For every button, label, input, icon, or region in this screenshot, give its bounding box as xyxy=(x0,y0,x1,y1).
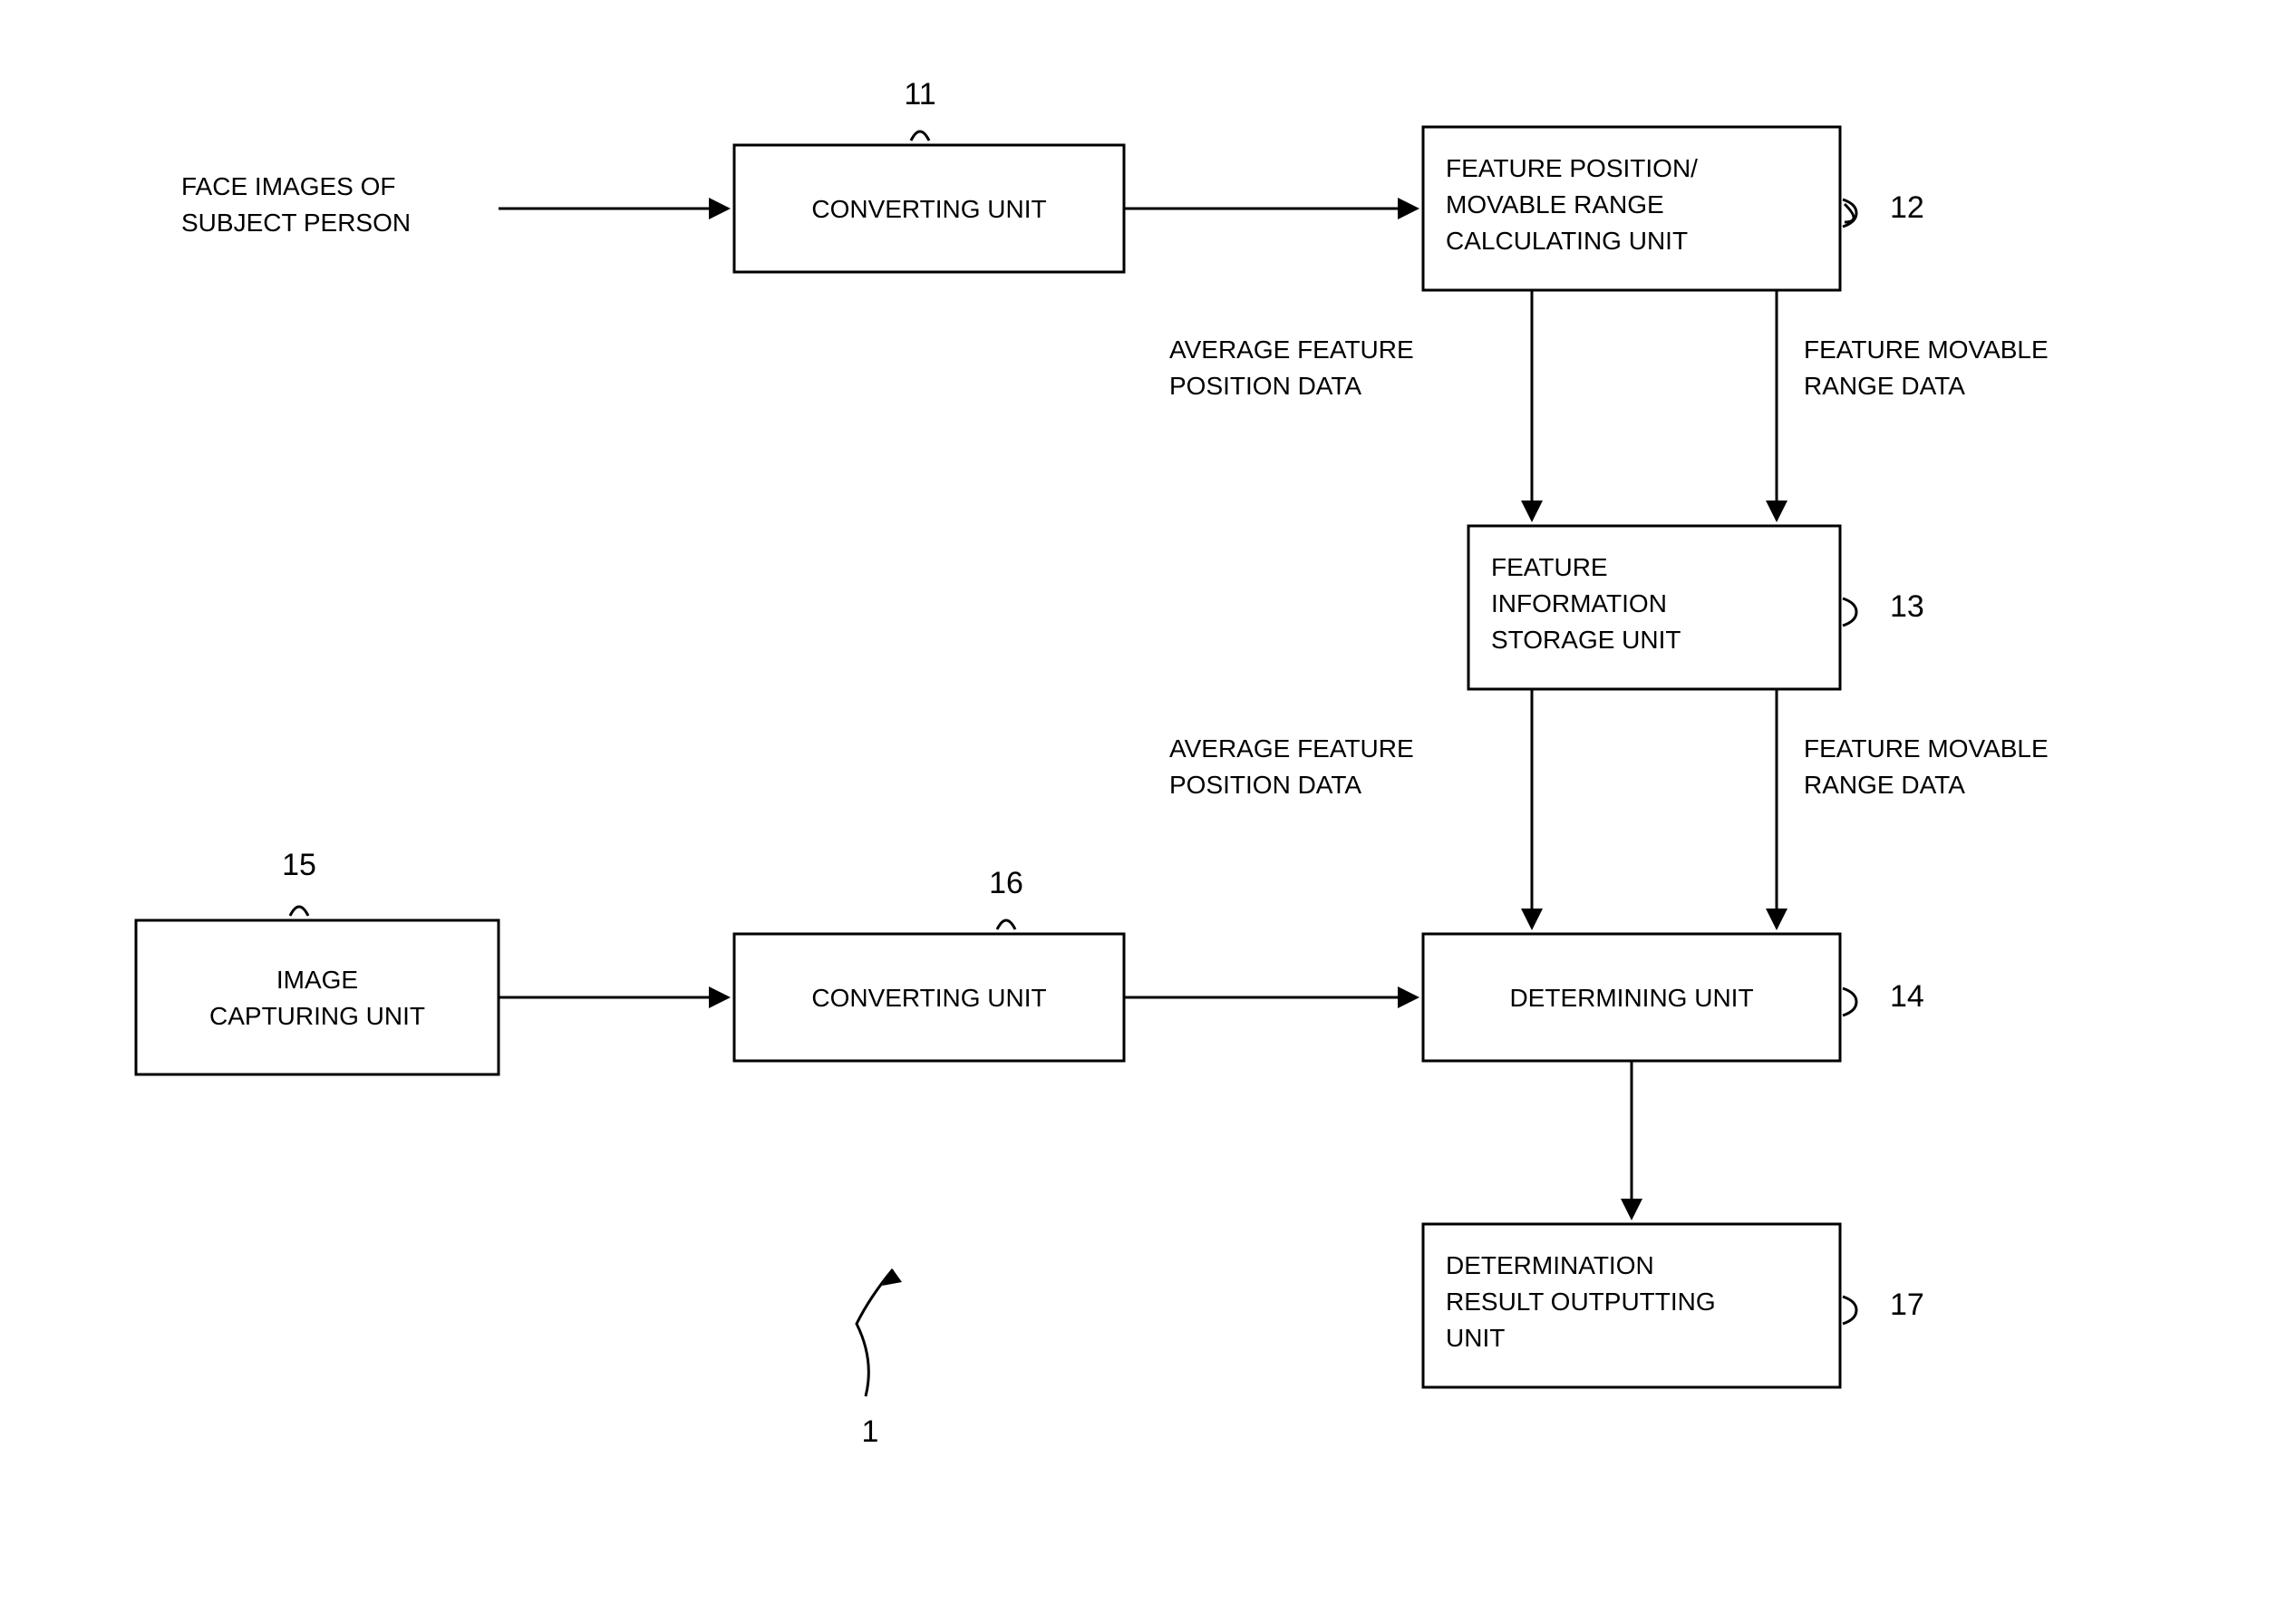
ref-tilde-12 xyxy=(1845,204,1854,222)
ref-17: 17 xyxy=(1890,1288,1924,1322)
node-feature-info-storage-unit: FEATURE INFORMATION STORAGE UNIT xyxy=(1468,526,1840,689)
edge-label-fmr-1a: FEATURE MOVABLE xyxy=(1804,335,2049,364)
edge-label-fmr-2a: FEATURE MOVABLE xyxy=(1804,734,2049,763)
ref-12: 12 xyxy=(1890,190,1924,225)
node-feature-position-calc-unit: FEATURE POSITION/ MOVABLE RANGE CALCULAT… xyxy=(1423,127,1840,290)
ref-13: 13 xyxy=(1890,589,1924,624)
input-label-line2: SUBJECT PERSON xyxy=(181,209,411,237)
edge-label-fmr-2b: RANGE DATA xyxy=(1804,771,1965,799)
svg-text:DETERMINATION: DETERMINATION xyxy=(1446,1251,1654,1279)
edge-label-avg-1b: POSITION DATA xyxy=(1169,372,1361,400)
svg-text:INFORMATION: INFORMATION xyxy=(1491,589,1667,617)
node-converting-unit-11: CONVERTING UNIT xyxy=(734,145,1124,272)
ref-11: 11 xyxy=(904,77,935,112)
svg-text:FEATURE: FEATURE xyxy=(1491,553,1608,581)
svg-text:CONVERTING UNIT: CONVERTING UNIT xyxy=(811,195,1046,223)
node-determining-unit: DETERMINING UNIT xyxy=(1423,934,1840,1061)
edge-label-fmr-1b: RANGE DATA xyxy=(1804,372,1965,400)
node-determination-result-output-unit: DETERMINATION RESULT OUTPUTTING UNIT xyxy=(1423,1224,1840,1387)
svg-text:DETERMINING UNIT: DETERMINING UNIT xyxy=(1509,984,1753,1012)
svg-text:RESULT OUTPUTTING: RESULT OUTPUTTING xyxy=(1446,1288,1716,1316)
system-ref-1: 1 xyxy=(862,1414,879,1449)
svg-text:IMAGE: IMAGE xyxy=(276,966,358,994)
ref-tick-15 xyxy=(290,907,308,916)
input-label-line1: FACE IMAGES OF xyxy=(181,172,395,200)
svg-text:FEATURE POSITION/: FEATURE POSITION/ xyxy=(1446,154,1698,182)
svg-text:CALCULATING UNIT: CALCULATING UNIT xyxy=(1446,227,1688,255)
svg-text:STORAGE UNIT: STORAGE UNIT xyxy=(1491,626,1681,654)
ref-14: 14 xyxy=(1890,979,1924,1014)
edge-label-avg-2b: POSITION DATA xyxy=(1169,771,1361,799)
node-converting-unit-16: CONVERTING UNIT xyxy=(734,934,1124,1061)
node-image-capturing-unit: IMAGE CAPTURING UNIT xyxy=(136,920,499,1074)
edge-label-avg-1a: AVERAGE FEATURE xyxy=(1169,335,1414,364)
svg-text:CONVERTING UNIT: CONVERTING UNIT xyxy=(811,984,1046,1012)
ref-tick-11 xyxy=(911,131,929,141)
ref-15: 15 xyxy=(282,848,316,882)
ref-tick-16 xyxy=(997,920,1015,929)
svg-text:UNIT: UNIT xyxy=(1446,1324,1505,1352)
svg-text:MOVABLE RANGE: MOVABLE RANGE xyxy=(1446,190,1664,219)
system-ref-swoosh xyxy=(857,1269,893,1396)
ref-16: 16 xyxy=(989,866,1023,900)
edge-label-avg-2a: AVERAGE FEATURE xyxy=(1169,734,1414,763)
svg-text:CAPTURING UNIT: CAPTURING UNIT xyxy=(209,1002,425,1030)
